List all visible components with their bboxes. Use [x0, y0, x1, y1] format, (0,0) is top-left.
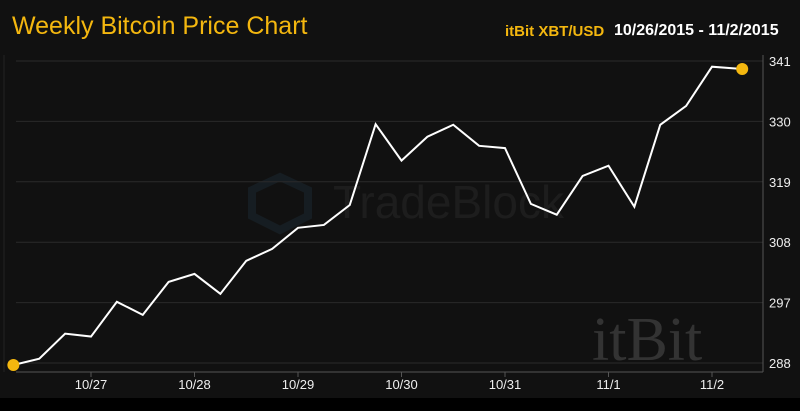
y-tick-label: 308 [769, 235, 791, 250]
x-tick-label: 10/29 [282, 377, 315, 392]
y-tick-label: 297 [769, 296, 791, 311]
tradeblock-watermark-text: TradeBlock [333, 176, 565, 228]
x-tick-label: 10/31 [489, 377, 522, 392]
x-tick-label: 10/30 [385, 377, 418, 392]
tradeblock-watermark: TradeBlock [248, 172, 565, 235]
chart-title: Weekly Bitcoin Price Chart [12, 12, 308, 40]
chart-background [0, 0, 800, 398]
endpoint-marker [736, 62, 749, 75]
x-tick-label: 11/1 [596, 377, 620, 392]
y-tick-label: 330 [769, 114, 791, 129]
endpoint-marker [7, 359, 20, 371]
x-tick-label: 11/2 [700, 377, 724, 392]
date-range-label: 10/26/2015 - 11/2/2015 [614, 22, 779, 39]
itbit-watermark: itBit [592, 306, 702, 374]
y-tick-label: 341 [769, 54, 791, 69]
market-pair-label: itBit XBT/USD [505, 23, 605, 40]
y-tick-label: 319 [769, 175, 791, 190]
price-line [13, 65, 743, 366]
x-tick-label: 10/27 [75, 377, 108, 392]
x-tick-label: 10/28 [178, 377, 211, 392]
tradeblock-logo-icon [248, 172, 312, 235]
y-tick-label: 288 [769, 356, 791, 371]
